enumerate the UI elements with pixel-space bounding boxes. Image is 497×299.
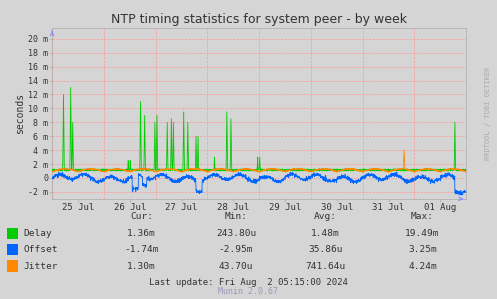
Text: RRDTOOL / TOBI OETIKER: RRDTOOL / TOBI OETIKER: [485, 67, 491, 160]
Text: 43.70u: 43.70u: [219, 262, 253, 271]
Text: 35.86u: 35.86u: [308, 245, 343, 254]
Text: 4.24m: 4.24m: [408, 262, 437, 271]
Title: NTP timing statistics for system peer - by week: NTP timing statistics for system peer - …: [111, 13, 407, 26]
Text: 19.49m: 19.49m: [405, 229, 440, 238]
Text: -2.95m: -2.95m: [219, 245, 253, 254]
Text: 1.30m: 1.30m: [127, 262, 156, 271]
Text: Avg:: Avg:: [314, 212, 337, 221]
Text: -1.74m: -1.74m: [124, 245, 159, 254]
Text: Offset: Offset: [23, 245, 58, 254]
Text: 3.25m: 3.25m: [408, 245, 437, 254]
Text: 1.36m: 1.36m: [127, 229, 156, 238]
Text: Last update: Fri Aug  2 05:15:00 2024: Last update: Fri Aug 2 05:15:00 2024: [149, 278, 348, 287]
Text: 243.80u: 243.80u: [216, 229, 256, 238]
Text: Delay: Delay: [23, 229, 52, 238]
Text: Jitter: Jitter: [23, 262, 58, 271]
Text: 1.48m: 1.48m: [311, 229, 340, 238]
Text: Min:: Min:: [225, 212, 248, 221]
Y-axis label: seconds: seconds: [15, 93, 25, 134]
Text: Munin 2.0.67: Munin 2.0.67: [219, 287, 278, 296]
Text: Max:: Max:: [411, 212, 434, 221]
Text: Cur:: Cur:: [130, 212, 153, 221]
Text: 741.64u: 741.64u: [306, 262, 345, 271]
